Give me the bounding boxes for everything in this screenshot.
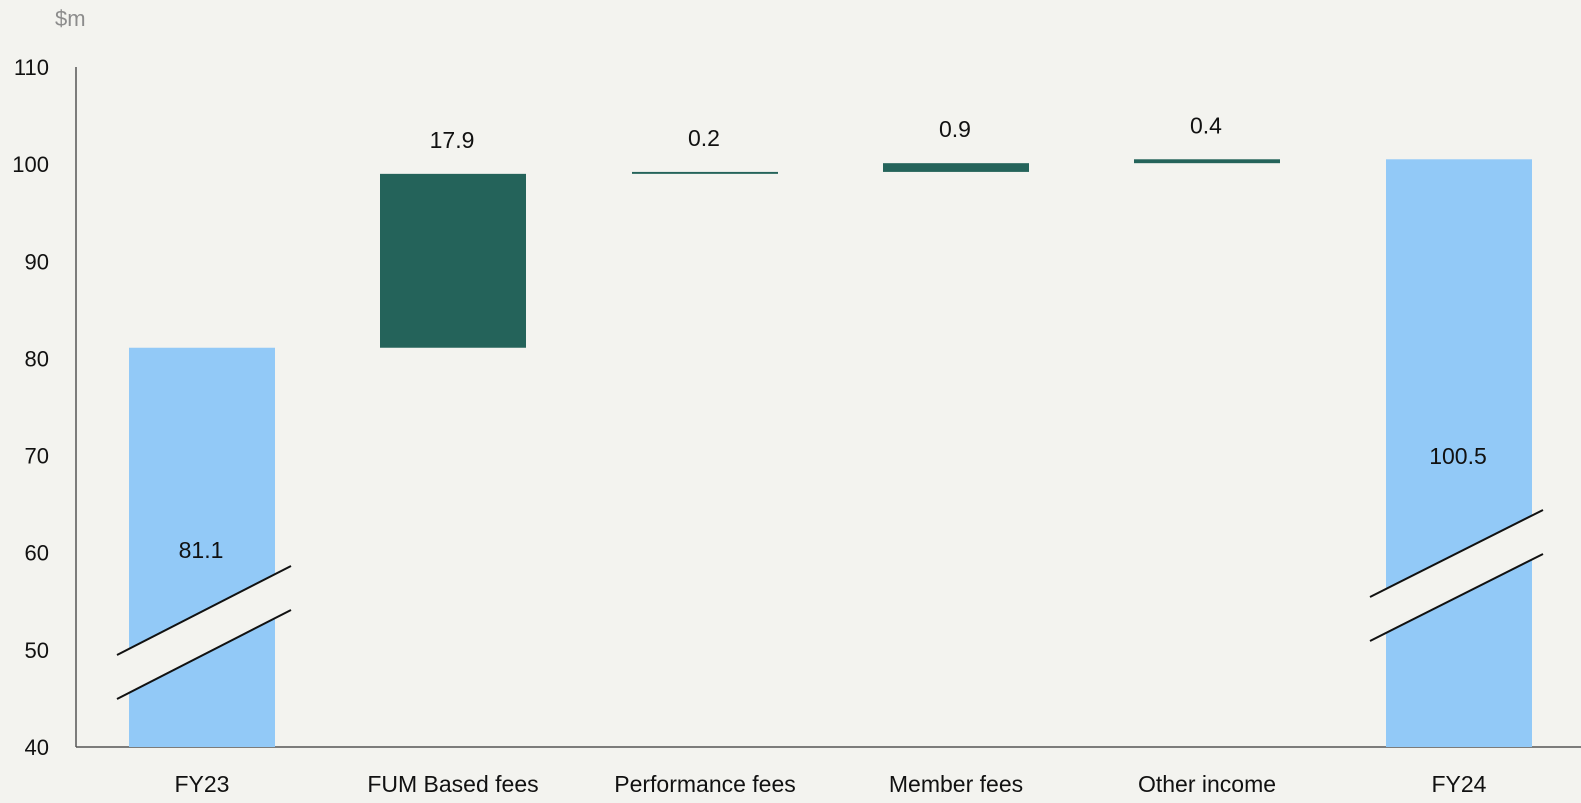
y-tick-label: 100 (12, 152, 49, 177)
unit-label: $m (55, 6, 86, 31)
y-tick-label: 110 (14, 55, 49, 80)
data-label: 0.4 (1190, 112, 1222, 138)
y-tick-label: 70 (25, 444, 49, 469)
axis-break-line (1369, 553, 1544, 642)
data-label: 81.1 (179, 537, 224, 563)
axis-break-line (116, 609, 292, 700)
data-label: 0.2 (688, 125, 720, 151)
x-tick-label: Member fees (889, 771, 1023, 797)
x-tick-label: Performance fees (614, 771, 796, 797)
axis-break-line (1369, 509, 1544, 598)
x-tick-label: FY24 (1432, 771, 1487, 797)
x-tick-label: FUM Based fees (367, 771, 538, 797)
delta-bar (883, 163, 1029, 172)
axis-break-gap (1370, 510, 1543, 641)
axis-break-gap (117, 566, 291, 699)
delta-bar (380, 173, 526, 348)
y-tick-label: 80 (25, 346, 49, 371)
x-tick-label: FY23 (175, 771, 230, 797)
y-tick-label: 60 (25, 541, 49, 566)
axis-break-line (116, 565, 292, 656)
x-tick-label: Other income (1138, 771, 1276, 797)
delta-bar (1134, 159, 1280, 164)
total-bar (1386, 159, 1532, 748)
data-label: 17.9 (430, 127, 475, 153)
delta-bar (632, 171, 778, 174)
data-label: 100.5 (1429, 443, 1487, 469)
y-tick-label: 50 (25, 638, 49, 663)
y-tick-label: 40 (25, 735, 49, 760)
y-tick-label: 90 (25, 249, 49, 274)
data-label: 0.9 (939, 116, 971, 142)
